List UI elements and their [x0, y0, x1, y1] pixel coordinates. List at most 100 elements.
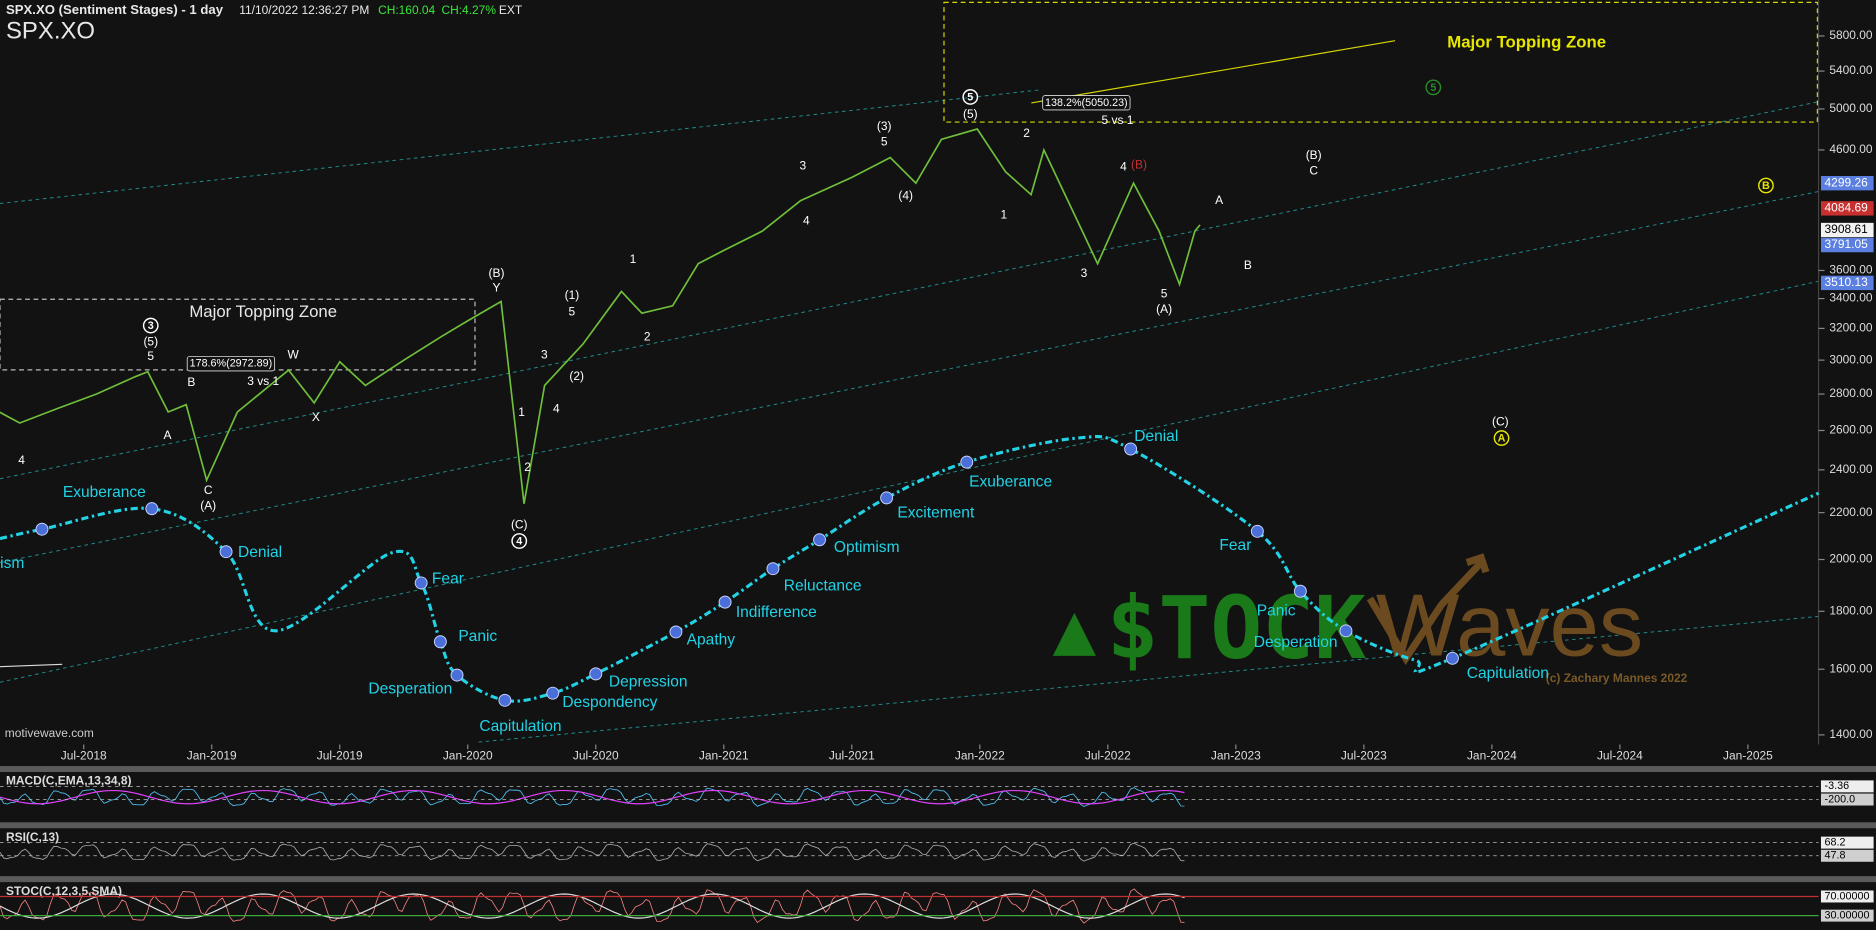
wave-label: Major Topping Zone [189, 302, 337, 321]
projection-line [1031, 40, 1396, 104]
sentiment-label: Denial [238, 544, 282, 561]
y-tick-label: 4600.00 [1829, 142, 1873, 156]
wave-label: Major Topping Zone [1447, 33, 1606, 52]
wave-label: 3 [1081, 266, 1088, 280]
price-tag [1820, 237, 1874, 253]
oscillator-line [0, 888, 1185, 924]
x-tick-label: Jan-2022 [955, 749, 1005, 763]
wave-label: (2) [569, 369, 584, 383]
logo: $TOCK Waves (c) Zachary Mannes 2022 [1052, 553, 1688, 685]
y-tick-label: 1800.00 [1829, 603, 1873, 617]
y-tick-label: 5000.00 [1829, 101, 1873, 115]
wave-label: 5 [147, 349, 154, 363]
wave-label: Y [493, 281, 501, 295]
circled-label-ring [1493, 430, 1510, 446]
x-tick-label: Jan-2019 [187, 749, 237, 763]
sentiment-label: ism [0, 555, 24, 572]
price-tag-label: 3510.13 [1825, 275, 1869, 289]
wave-label: 3 [541, 348, 548, 362]
sentiment-point [450, 668, 464, 682]
y-tick-label: 3400.00 [1829, 291, 1873, 305]
price-line [0, 128, 1201, 504]
separator [0, 766, 1876, 773]
channel-line [0, 280, 1819, 683]
oscillator-line [0, 842, 1185, 862]
circled-label-ring [511, 533, 528, 549]
wave-label: 178.6%(2972.89) [190, 358, 273, 370]
indicator-tag [1820, 890, 1874, 903]
sentiment-label: Exuberance [969, 474, 1052, 491]
indicator-tag [1820, 909, 1874, 922]
y-tick-label: 3000.00 [1829, 352, 1873, 366]
wave-label: B [187, 375, 195, 389]
label-box [1042, 95, 1131, 111]
sentiment-label: Denial [1134, 428, 1178, 445]
indicator-tag [1820, 780, 1874, 793]
price-tag-label: 4299.26 [1825, 175, 1869, 189]
indicator-tag-label: 30.00000 [1825, 909, 1870, 921]
sentiment-point [546, 686, 560, 700]
wave-label: 2 [644, 330, 651, 344]
sentiment-label: Depression [609, 673, 688, 690]
circled-label: 4 [516, 535, 522, 547]
circled-label: A [1498, 433, 1506, 445]
wave-label: A [1215, 193, 1223, 207]
circled-label: 5 [967, 91, 973, 103]
circled-label: 3 [148, 320, 154, 332]
copyright: (c) Zachary Mannes 2022 [1546, 671, 1688, 685]
wave-label: (1) [565, 288, 580, 302]
x-tick-label: Jul-2018 [61, 749, 107, 763]
x-tick-label: Jul-2022 [1085, 749, 1131, 763]
x-tick-label: Jan-2021 [699, 749, 749, 763]
indicator-tag-label: -3.36 [1825, 780, 1850, 792]
indicator-tag-label: 68.2 [1825, 836, 1846, 848]
x-tick-label: Jul-2019 [317, 749, 363, 763]
wave-label: (B) [489, 266, 505, 280]
sentiment-label: Reluctance [784, 578, 862, 595]
price-tag-label: 3791.05 [1825, 237, 1869, 251]
channel-line [0, 101, 1819, 480]
sentiment-label: Fear [1219, 537, 1251, 554]
price-tag [1820, 201, 1874, 216]
wave-label: 1 [1000, 208, 1007, 222]
sentiment-point [1293, 584, 1307, 598]
y-tick-label: 5800.00 [1829, 28, 1873, 42]
y-tick-label: 2000.00 [1829, 552, 1873, 566]
wave-label: (B) [1306, 148, 1322, 162]
x-tick-label: Jul-2020 [573, 749, 619, 763]
channel-line [0, 89, 1041, 204]
wave-label: 138.2%(5050.23) [1045, 97, 1128, 109]
wave-label: C [204, 483, 213, 497]
wave-label: 5 [569, 305, 576, 319]
sentiment-point [813, 533, 827, 547]
wave-label: (A) [200, 498, 216, 512]
y-tick-label: 3600.00 [1829, 263, 1873, 277]
sentiment-label: Exuberance [63, 484, 146, 501]
y-tick-label: 2200.00 [1829, 505, 1873, 519]
logo-text: $TOCK [1107, 579, 1366, 679]
indicator-tag-label: -200.0 [1825, 793, 1856, 805]
panel-separators [0, 766, 1876, 883]
wave-label: 3 vs 1 [247, 374, 279, 388]
circled-label-ring [1758, 177, 1774, 194]
circled-label: B [1762, 180, 1770, 192]
separator [0, 876, 1876, 883]
separator [0, 822, 1876, 829]
x-tick-label: Jan-2025 [1723, 749, 1773, 763]
wave-label: (4) [898, 188, 913, 202]
price-tag-label: 3908.61 [1825, 222, 1869, 236]
sentiment-point [1445, 651, 1459, 665]
sentiment-point [498, 693, 512, 707]
sentiment-point [219, 545, 233, 559]
sentiment-label: Fear [432, 570, 464, 587]
wave-label: 5 [1161, 287, 1168, 301]
topping-zone-box [943, 1, 1818, 123]
x-tick-label: Jul-2023 [1341, 749, 1387, 763]
indicator-tag [1820, 793, 1874, 806]
wave-label: 4 [1120, 160, 1127, 174]
oscillator-line [0, 789, 1185, 805]
wave-label: (C) [1492, 415, 1509, 429]
wave-label: 4 [803, 214, 810, 228]
wave-label: (C) [511, 518, 528, 532]
